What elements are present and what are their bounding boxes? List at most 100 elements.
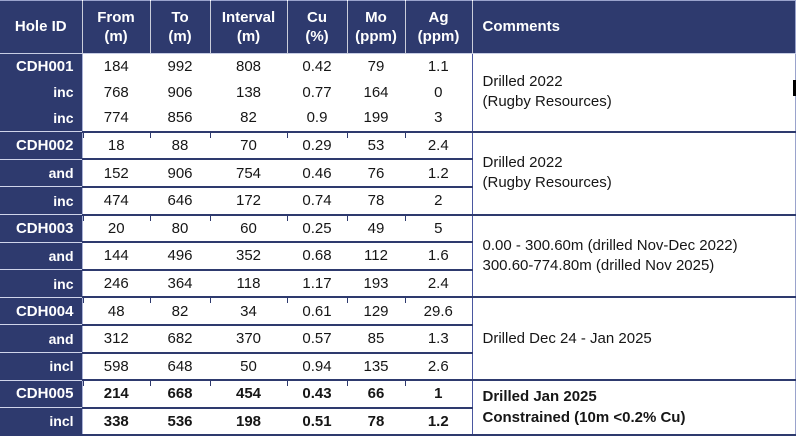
value-cell: 682 (150, 323, 210, 353)
value-cell: 668 (150, 379, 210, 408)
value-cell: 88 (150, 130, 210, 160)
value-cell: 193 (347, 268, 405, 298)
value-cell: 29.6 (405, 296, 472, 325)
value-cell: 214 (82, 379, 150, 408)
hole-group-cdh003: CDH003 20 80 60 0.25 49 5 0.00 - 300.60m (drill… (0, 213, 795, 298)
value-cell: 76 (347, 158, 405, 187)
hole-id-cell: CDH002 (0, 131, 83, 160)
value-cell: 312 (82, 323, 150, 353)
value-cell: 754 (210, 158, 287, 187)
value-cell: 138 (235, 83, 262, 101)
continuation-label-cell: inc (0, 79, 83, 106)
hole-group-cdh005: CDH005 214 668 454 0.43 66 1 Drilled Jan 2025 C… (0, 379, 795, 436)
value-cell: 53 (347, 130, 405, 160)
value-cell: 80 (150, 213, 210, 243)
value-cell: 144 (82, 241, 150, 270)
value-cell: 768 (103, 83, 129, 101)
comment-cell: Drilled Jan 2025 Constrained (10m <0.2% … (471, 379, 795, 436)
hole-group-cdh002: CDH002 18 88 70 0.29 53 2.4 Drilled 2022 (Rugby… (0, 130, 795, 215)
value-cell: 2.4 (405, 130, 472, 160)
value-cell: 598 (82, 351, 150, 381)
value-cell: 164 (363, 83, 389, 101)
value-cell: 18 (82, 130, 150, 160)
cursor-artifact (793, 80, 796, 96)
value-cell: 906 (167, 83, 193, 101)
value-cell: 3 (434, 109, 443, 127)
value-cell: 0.94 (287, 351, 347, 381)
hole-id-cell: CDH001 (0, 53, 83, 80)
value-cell: 646 (150, 185, 210, 215)
value-cell: 0.9 (306, 109, 328, 127)
value-cell: 992 (167, 58, 193, 76)
continuation-label-cell: inc (0, 105, 83, 132)
value-cell: 0.25 (287, 213, 347, 243)
interval-row: CDH004 48 82 34 0.61 129 29.6 Drilled Dec 24 - … (0, 296, 795, 381)
value-cell: 536 (150, 406, 210, 436)
continuation-label-cell: and (0, 324, 83, 353)
comment-cell: 0.00 - 300.60m (drilled Nov-Dec 2022) 30… (471, 213, 795, 298)
value-cell: 1 (405, 379, 472, 408)
header-interval: Interval (m) (210, 0, 288, 54)
value-cell: 1.6 (405, 241, 472, 270)
header-cu: Cu (%) (287, 0, 348, 54)
value-cell: 0 (434, 83, 443, 101)
value-cell: 118 (210, 268, 287, 298)
value-cell: 78 (347, 185, 405, 215)
value-cell: 0.74 (287, 185, 347, 215)
interval-row: inc 474 646 172 0.74 78 2 (0, 185, 795, 215)
interval-row: CDH002 18 88 70 0.29 53 2.4 Drilled 2022 (Rugby… (0, 130, 795, 215)
table-header: Hole ID From (m) To (m) Interval (m) Cu … (0, 0, 795, 54)
interval-row: inc 246 364 118 1.17 193 2.4 (0, 268, 795, 298)
value-cell: 79 (367, 58, 385, 76)
hole-group-cdh001: CDH001 184 992 808 0.42 79 1.1 Drilled 2022 (Ru… (0, 53, 795, 132)
value-cell: 352 (210, 241, 287, 270)
value-cell: 85 (347, 323, 405, 353)
value-cell: 0.46 (287, 158, 347, 187)
interval-row: incl 598 648 50 0.94 135 2.6 (0, 351, 795, 381)
interval-row: CDH003 20 80 60 0.25 49 5 0.00 - 300.60m (drill… (0, 213, 795, 298)
value-cell: 0.77 (302, 83, 332, 101)
value-cell: 82 (240, 109, 257, 127)
value-cell: 135 (347, 351, 405, 381)
value-cell: 0.61 (287, 296, 347, 325)
value-cell: 198 (210, 406, 287, 436)
header-to: To (m) (150, 0, 211, 54)
value-cell: 0.51 (287, 406, 347, 436)
value-cell: 50 (210, 351, 287, 381)
value-cell: 2.6 (405, 351, 472, 381)
continuation-label-cell: incl (0, 407, 83, 436)
value-cell: 856 (167, 109, 193, 127)
interval-row: and 312 682 370 0.57 85 1.3 (0, 323, 795, 353)
value-cell: 2 (405, 185, 472, 215)
value-cell: 906 (150, 158, 210, 187)
value-cell: 78 (347, 406, 405, 436)
hole-id-cell: CDH005 (0, 379, 83, 408)
header-row: Hole ID From (m) To (m) Interval (m) Cu … (0, 0, 795, 54)
value-cell: 48 (82, 296, 150, 325)
interval-row: and 144 496 352 0.68 112 1.6 (0, 241, 795, 270)
interval-row: and 152 906 754 0.46 76 1.2 (0, 158, 795, 187)
value-cell: 184 (103, 58, 129, 76)
value-cell: 5 (405, 213, 472, 243)
value-cell: 20 (82, 213, 150, 243)
comment-cell: Drilled Dec 24 - Jan 2025 (471, 296, 795, 381)
value-cell: 1.2 (405, 406, 472, 436)
value-cell: 172 (210, 185, 287, 215)
value-cell: 0.29 (287, 130, 347, 160)
value-cell: 808 (235, 58, 262, 76)
value-cell: 66 (347, 379, 405, 408)
continuation-label-cell: and (0, 241, 83, 270)
continuation-label-cell: inc (0, 186, 83, 215)
interval-row: CDH001 184 992 808 0.42 79 1.1 Drilled 2022 (Ru… (0, 53, 795, 132)
header-from: From (m) (82, 0, 151, 54)
header-hole-id: Hole ID (0, 0, 83, 54)
hole-group-cdh004: CDH004 48 82 34 0.61 129 29.6 Drilled Dec 24 - … (0, 296, 795, 381)
value-cell: 370 (210, 323, 287, 353)
continuation-label-cell: inc (0, 269, 83, 298)
value-cell: 49 (347, 213, 405, 243)
value-cell: 648 (150, 351, 210, 381)
value-cell: 0.42 (302, 58, 332, 76)
value-cell: 774 (103, 109, 129, 127)
value-cell: 454 (210, 379, 287, 408)
